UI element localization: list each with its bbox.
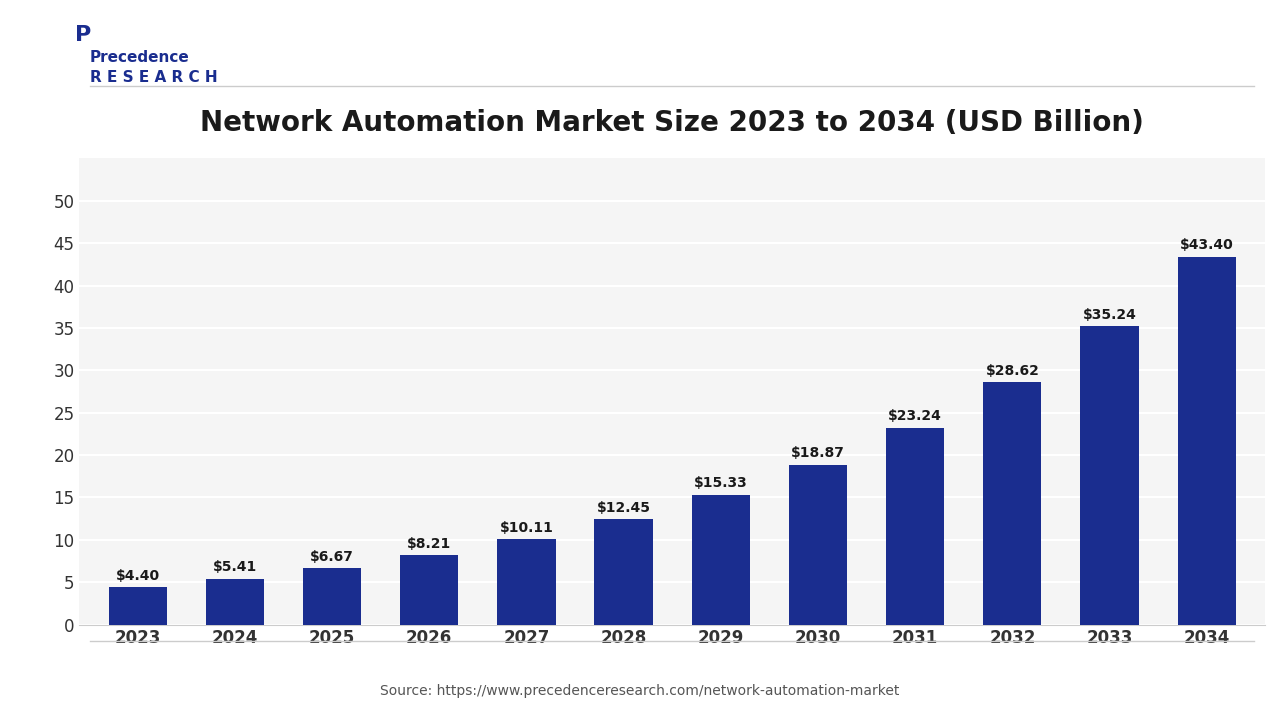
Text: $35.24: $35.24 [1083, 307, 1137, 322]
Text: $10.11: $10.11 [499, 521, 553, 535]
Text: P: P [76, 25, 91, 45]
Text: $12.45: $12.45 [596, 501, 650, 515]
Bar [303, 568, 361, 624]
Bar [886, 428, 945, 624]
Bar [109, 588, 166, 624]
Text: $6.67: $6.67 [310, 550, 355, 564]
Bar [1178, 257, 1236, 624]
Bar [788, 464, 847, 624]
Text: $5.41: $5.41 [212, 560, 257, 575]
Text: $28.62: $28.62 [986, 364, 1039, 378]
Bar [206, 579, 264, 624]
Text: $8.21: $8.21 [407, 536, 452, 551]
Text: $4.40: $4.40 [115, 569, 160, 583]
Text: Source: https://www.precedenceresearch.com/network-automation-market: Source: https://www.precedenceresearch.c… [380, 684, 900, 698]
Text: $15.33: $15.33 [694, 477, 748, 490]
Bar [401, 555, 458, 624]
Bar [691, 495, 750, 624]
Bar [1080, 326, 1139, 624]
Title: Network Automation Market Size 2023 to 2034 (USD Billion): Network Automation Market Size 2023 to 2… [200, 109, 1144, 137]
Bar [983, 382, 1042, 624]
Text: $43.40: $43.40 [1180, 238, 1234, 253]
Text: $23.24: $23.24 [888, 410, 942, 423]
Bar [594, 519, 653, 624]
Text: Precedence
R E S E A R C H: Precedence R E S E A R C H [90, 50, 218, 85]
Text: $18.87: $18.87 [791, 446, 845, 460]
Bar [497, 539, 556, 624]
